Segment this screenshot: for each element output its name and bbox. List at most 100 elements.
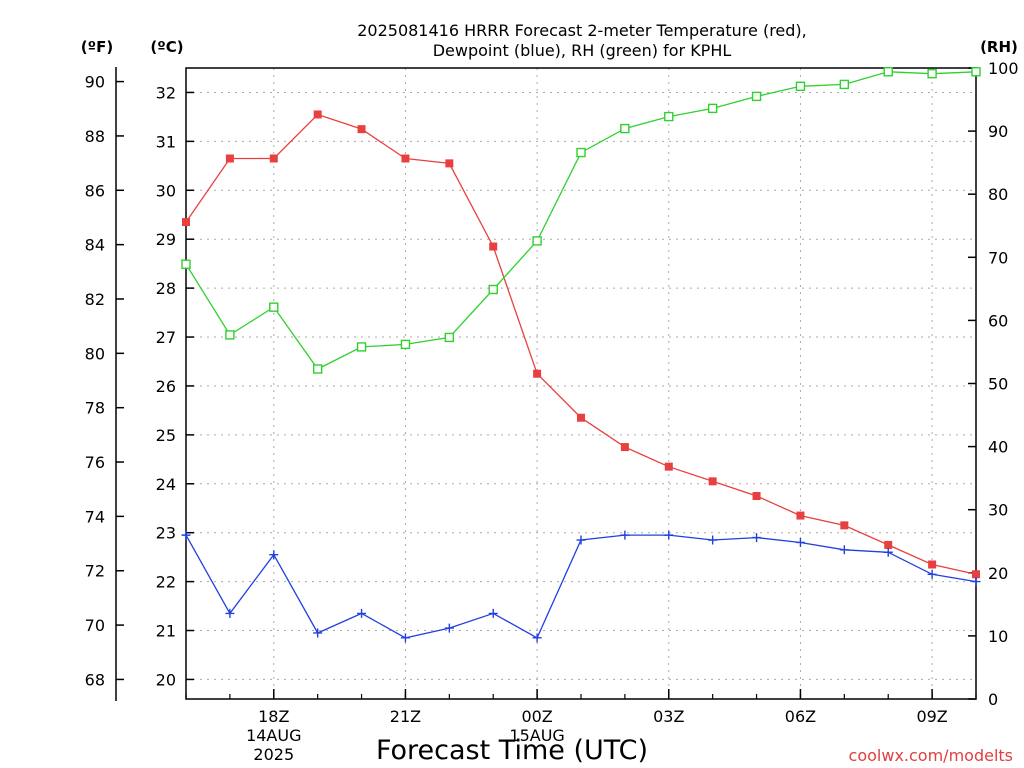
fahrenheit-tick-label: 86 xyxy=(85,181,105,200)
data-point xyxy=(620,530,630,540)
fahrenheit-tick-label: 82 xyxy=(85,290,105,309)
rh-tick-label: 100 xyxy=(988,59,1019,78)
data-point xyxy=(400,339,411,350)
fahrenheit-tick-label: 76 xyxy=(85,453,105,472)
data-point xyxy=(971,577,981,587)
celsius-tick-label: 31 xyxy=(156,132,176,151)
celsius-tick-label: 26 xyxy=(156,377,176,396)
rh-tick-label: 90 xyxy=(988,122,1008,141)
rh-tick-label: 30 xyxy=(988,501,1008,520)
data-point xyxy=(182,218,190,227)
celsius-tick-label: 28 xyxy=(156,279,176,298)
data-point xyxy=(839,79,850,90)
data-point xyxy=(225,608,235,618)
data-point xyxy=(708,477,717,486)
data-point xyxy=(225,154,234,163)
fahrenheit-tick-label: 90 xyxy=(85,73,105,92)
data-point xyxy=(795,81,806,91)
data-point xyxy=(752,533,762,543)
fahrenheit-tick-label: 84 xyxy=(85,236,105,255)
fahrenheit-tick-label: 74 xyxy=(85,507,105,526)
data-point xyxy=(533,369,542,378)
rh-series xyxy=(181,67,981,374)
celsius-tick-label: 20 xyxy=(156,670,176,689)
data-point xyxy=(839,545,849,555)
rh-tick-label: 20 xyxy=(988,564,1008,583)
rh-tick-label: 40 xyxy=(988,438,1008,457)
data-point xyxy=(445,159,454,168)
rh-tick-label: 0 xyxy=(988,690,998,709)
x-tick-label: 09Z xyxy=(916,707,947,726)
data-point xyxy=(752,492,761,501)
x-tick-label: 18Z xyxy=(258,707,289,726)
data-point xyxy=(357,125,366,134)
data-point xyxy=(928,560,937,569)
data-point xyxy=(181,259,191,269)
data-point xyxy=(751,91,762,102)
x-tick-label: 06Z xyxy=(785,707,816,726)
data-point xyxy=(577,413,585,422)
data-point xyxy=(444,332,455,343)
x-tick-sublabel: 14AUG xyxy=(246,726,301,745)
data-point xyxy=(795,537,805,547)
data-point xyxy=(620,123,630,134)
x-tick-label: 03Z xyxy=(653,707,684,726)
celsius-tick-label: 25 xyxy=(156,426,176,445)
data-point xyxy=(312,364,323,374)
credit-text: coolwx.com/modelts xyxy=(849,746,1013,765)
grid-lines xyxy=(186,68,976,699)
celsius-tick-label: 27 xyxy=(156,328,176,347)
data-point xyxy=(707,103,718,114)
data-point xyxy=(356,342,367,352)
data-point xyxy=(313,110,322,119)
series-layer xyxy=(181,67,981,643)
fahrenheit-tick-label: 72 xyxy=(85,562,105,581)
data-point xyxy=(269,154,278,163)
fahrenheit-axis-unit: (ºF) xyxy=(81,38,113,56)
data-point xyxy=(927,569,937,579)
fahrenheit-tick-label: 88 xyxy=(85,127,105,146)
rh-axis: 0 10 20 30 40 50 60 70 80 90 100 xyxy=(968,59,1019,709)
rh-tick-label: 70 xyxy=(988,248,1008,267)
data-point xyxy=(269,550,279,560)
rh-tick-label: 60 xyxy=(988,311,1008,330)
rh-tick-label: 10 xyxy=(988,627,1008,646)
data-point xyxy=(884,540,893,549)
chart-title: 2025081416 HRRR Forecast 2-meter Tempera… xyxy=(357,21,807,40)
celsius-tick-label: 32 xyxy=(156,83,176,102)
x-tick-label: 21Z xyxy=(390,707,421,726)
data-point xyxy=(576,147,586,158)
x-axis-label: Forecast Time (UTC) xyxy=(376,735,648,766)
celsius-tick-label: 21 xyxy=(156,622,176,641)
data-point xyxy=(664,530,674,540)
rh-tick-label: 80 xyxy=(988,185,1008,204)
fahrenheit-tick-label: 70 xyxy=(85,616,105,635)
data-point xyxy=(181,530,191,540)
chart-subtitle: Dewpoint (blue), RH (green) for KPHL xyxy=(433,41,732,60)
celsius-tick-label: 23 xyxy=(156,524,176,543)
data-point xyxy=(971,67,981,77)
data-point xyxy=(796,511,805,520)
data-point xyxy=(532,633,542,643)
data-point xyxy=(664,462,673,471)
x-tick-label: 00Z xyxy=(521,707,552,726)
data-point xyxy=(620,443,629,452)
data-point xyxy=(576,535,586,545)
data-point xyxy=(357,608,367,618)
data-point xyxy=(883,547,893,557)
data-point xyxy=(708,535,718,545)
temperature-series xyxy=(182,110,980,579)
fahrenheit-tick-label: 80 xyxy=(85,344,105,363)
data-point xyxy=(883,67,893,77)
celsius-tick-label: 24 xyxy=(156,475,176,494)
data-point xyxy=(488,284,498,295)
data-point xyxy=(489,242,498,251)
x-tick-sublabel: 2025 xyxy=(253,745,294,764)
data-point xyxy=(401,154,410,163)
dewpoint-series xyxy=(181,530,981,643)
data-point xyxy=(664,111,674,122)
data-point xyxy=(840,521,849,530)
data-point xyxy=(488,608,498,618)
